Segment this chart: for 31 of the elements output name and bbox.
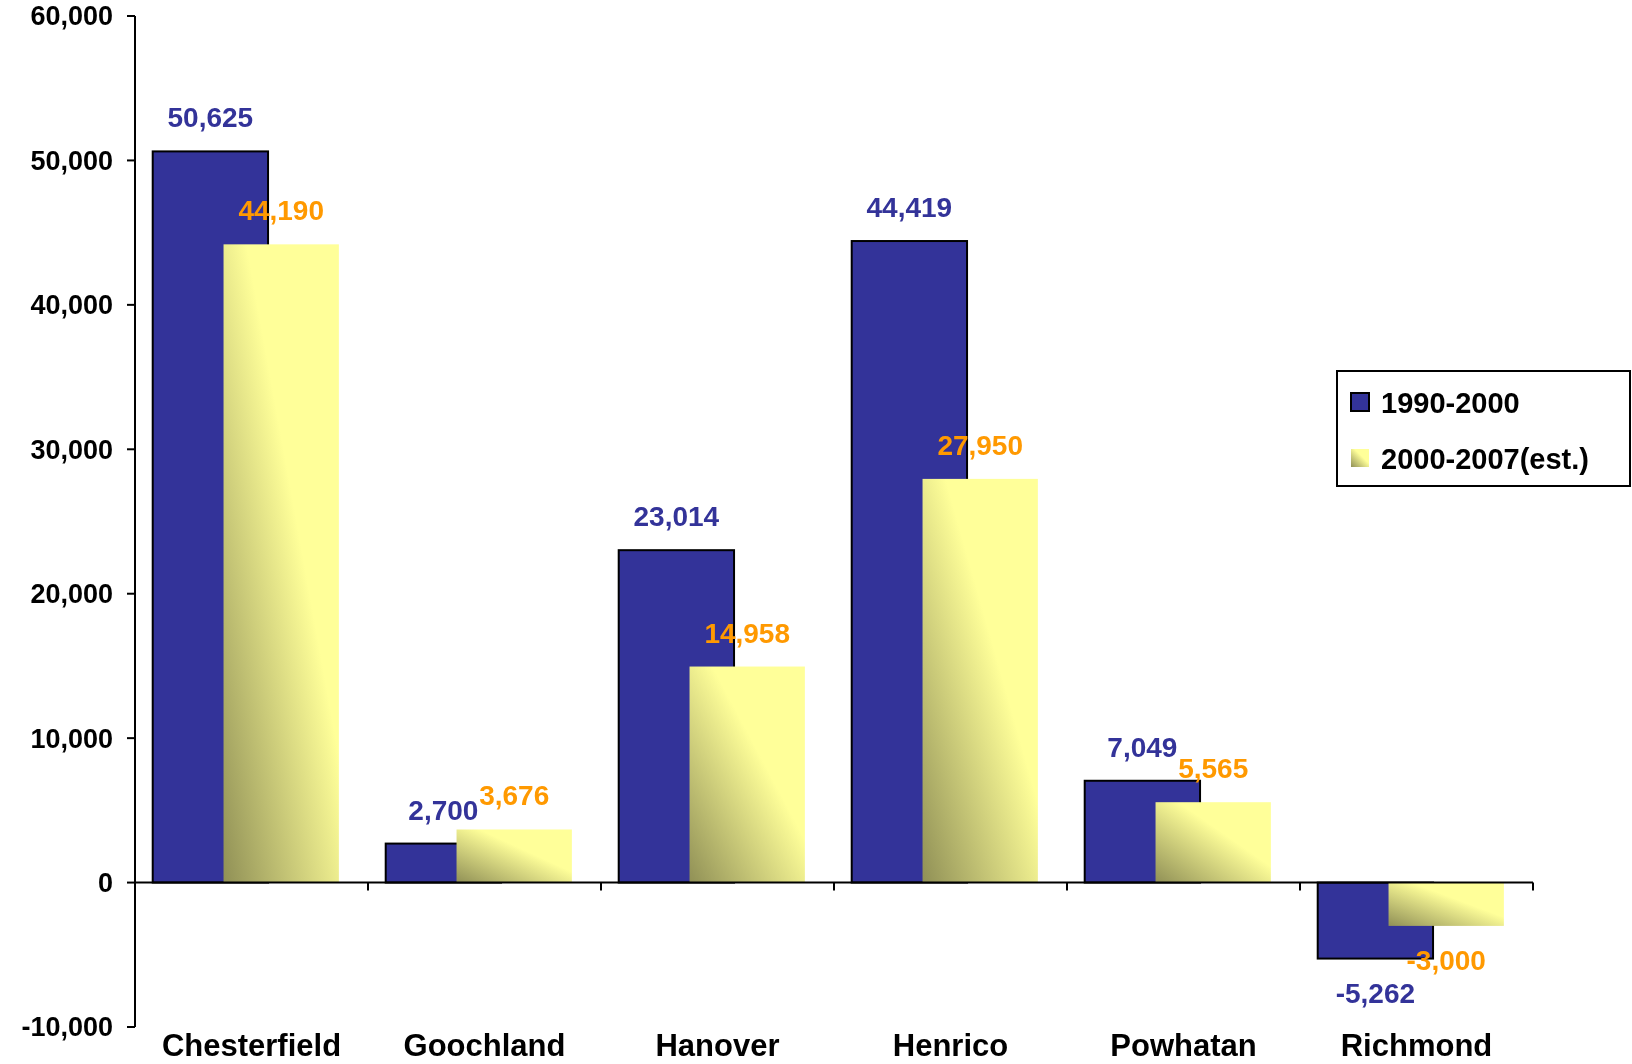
y-tick-label: 60,000 [30,1,113,32]
bar [922,478,1038,883]
legend-label: 2000-2007(est.) [1381,443,1589,476]
y-tick-label: 20,000 [30,579,113,610]
data-label: -5,262 [1335,977,1416,1009]
data-label: 50,625 [167,102,254,134]
data-label: 7,049 [1107,731,1178,763]
x-tick-label: Powhatan [1110,1028,1257,1063]
x-tick-label: Goochland [403,1028,566,1063]
x-tick-label: Richmond [1340,1028,1493,1063]
y-tick-label: 40,000 [30,290,113,321]
data-label: 3,676 [479,780,550,812]
data-label: 5,565 [1178,753,1249,785]
y-tick-label: 30,000 [30,434,113,465]
bar [1388,882,1504,926]
y-tick-label: 0 [97,868,113,899]
bar [1155,802,1271,883]
x-tick-label: Chesterfield [161,1028,342,1063]
data-label: 2,700 [408,794,479,826]
data-label: 23,014 [633,501,720,533]
y-tick-label: 10,000 [30,723,113,754]
y-tick-label: -10,000 [21,1012,113,1043]
bar [689,666,805,883]
data-label: 44,419 [866,192,953,224]
bar [223,244,339,883]
y-tick-label: 50,000 [30,145,113,176]
bar [456,829,572,883]
x-tick-label: Hanover [655,1028,780,1063]
legend-label: 1990-2000 [1381,387,1520,420]
x-tick-label: Henrico [892,1028,1009,1063]
data-label: -3,000 [1406,944,1486,976]
